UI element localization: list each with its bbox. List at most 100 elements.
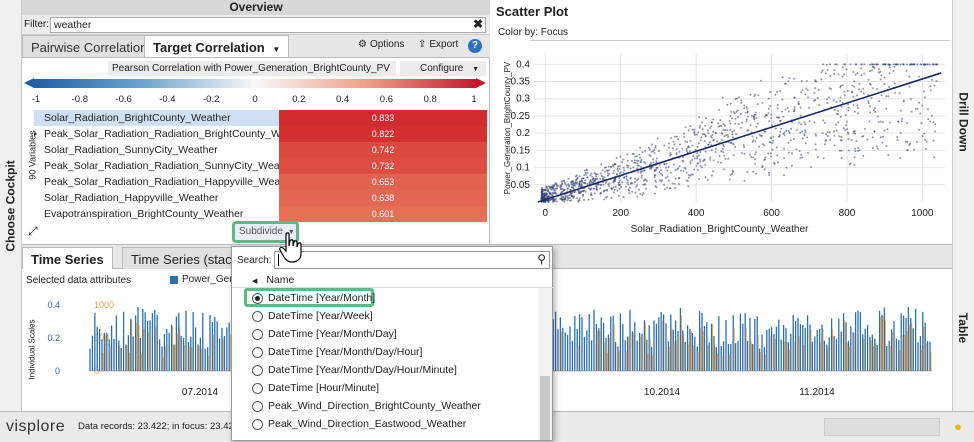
scatter-point <box>689 125 692 128</box>
scatter-point <box>551 198 554 201</box>
scatter-point <box>857 149 860 152</box>
table-row[interactable]: Solar_Radiation_BrightCounty_Weather 0.83… <box>34 110 488 126</box>
expand-row-icon[interactable]: ▸ <box>34 131 38 138</box>
help-icon[interactable]: ? <box>468 39 482 53</box>
scatter-point <box>926 63 929 66</box>
scatter-point <box>556 187 559 190</box>
list-item[interactable]: Peak_Wind_Direction_BrightCounty_Weather <box>252 397 481 415</box>
scatter-point <box>899 156 902 159</box>
scatter-point <box>927 108 930 111</box>
scatter-plot[interactable]: 0 200 400 600 800 1000 0.05 0.1 0.15 0.2 0.25 0.3 0.… <box>490 42 952 242</box>
options-button[interactable]: ⚙ Options <box>358 39 405 50</box>
scatter-point <box>602 183 605 186</box>
scatter-point <box>820 71 823 74</box>
dropdown-scrollbar[interactable] <box>538 288 552 440</box>
scatter-point <box>721 96 724 99</box>
scatter-point <box>687 176 690 179</box>
drill-down-tab[interactable]: Drill Down <box>952 0 974 244</box>
subdivide-button[interactable]: Subdivide ▼ <box>232 221 299 243</box>
scatter-point <box>724 124 727 127</box>
radio-icon[interactable] <box>252 328 263 340</box>
scatter-point <box>897 120 900 123</box>
search-icon[interactable]: ⚲ <box>537 252 546 266</box>
configure-button[interactable]: Configure ▼ <box>400 61 486 76</box>
scatter-point <box>592 179 595 182</box>
scatter-point <box>877 100 880 103</box>
export-icon: ⇪ <box>418 39 427 50</box>
scatter-point <box>770 155 773 158</box>
scatter-point <box>705 117 708 120</box>
scatter-point <box>835 112 838 115</box>
scatter-point <box>693 168 696 171</box>
radio-icon[interactable] <box>252 418 263 430</box>
scatter-point <box>599 172 602 175</box>
radio-icon[interactable] <box>252 364 263 376</box>
list-item[interactable]: DateTime [Year/Month/Day/Hour/Minute] <box>252 361 457 379</box>
choose-cockpit-tab[interactable]: Choose Cockpit <box>0 0 22 411</box>
scatter-point <box>678 176 681 179</box>
scatter-point <box>784 82 787 85</box>
search-input[interactable]: ⚲ <box>274 251 550 269</box>
scatter-point <box>881 135 884 138</box>
scatter-point <box>826 131 829 134</box>
scatter-point <box>610 196 613 199</box>
radio-icon[interactable] <box>252 310 263 322</box>
list-item[interactable]: DateTime [Hour/Minute] <box>252 379 379 397</box>
scatter-point <box>623 169 626 172</box>
scatter-point <box>694 148 697 151</box>
table-row[interactable]: Peak_Solar_Radiation_Radiation_BrightCou… <box>34 126 488 142</box>
scatter-point <box>934 130 937 133</box>
table-row[interactable]: Solar_Radiation_Happyville_Weather 0.638 <box>34 190 488 206</box>
clear-filter-icon[interactable]: ✖ <box>472 17 483 31</box>
scatter-point <box>640 158 643 161</box>
scatter-point <box>791 152 794 155</box>
list-item[interactable]: DateTime [Year/Month/Day] <box>252 325 397 343</box>
scatter-point <box>584 179 587 182</box>
scatter-point <box>587 198 590 201</box>
export-button[interactable]: ⇪ Export <box>418 39 459 50</box>
scatter-point <box>688 150 691 153</box>
scatter-point <box>919 63 922 66</box>
lightbulb-icon[interactable]: ● <box>954 419 962 434</box>
scatter-point <box>655 157 658 160</box>
scatter-point <box>930 78 933 81</box>
tab-pairwise-correlation[interactable]: Pairwise Correlation <box>22 35 157 57</box>
filter-input[interactable]: weather ✖ <box>50 17 486 33</box>
list-item[interactable]: Peak_Wind_Direction_Eastwood_Weather <box>252 415 466 433</box>
scatter-point <box>745 106 748 109</box>
scatter-point <box>618 184 621 187</box>
radio-icon[interactable] <box>252 382 263 394</box>
scrollbar-thumb[interactable] <box>540 376 550 440</box>
list-item[interactable]: DateTime [Year/Month] <box>252 289 375 307</box>
table-tab[interactable]: Table <box>952 244 974 411</box>
y-axis-label: Power_Generation_BrightCounty_PV <box>503 61 512 194</box>
fullscreen-icon[interactable]: ⤢ <box>28 224 38 238</box>
radio-icon[interactable] <box>252 292 263 304</box>
tab-target-correlation[interactable]: Target Correlation ▼ <box>144 35 290 57</box>
scatter-point <box>835 123 838 126</box>
scatter-point <box>648 167 651 170</box>
radio-icon[interactable] <box>252 346 263 358</box>
scatter-point <box>555 200 558 203</box>
scatter-point <box>552 184 555 187</box>
list-item[interactable]: DateTime [Year/Month/Day/Hour] <box>252 343 422 361</box>
scatter-point <box>875 88 878 91</box>
table-row[interactable]: Peak_Solar_Radiation_Radiation_Happyvill… <box>34 174 488 190</box>
scatter-point <box>704 163 707 166</box>
scatter-point <box>746 110 749 113</box>
scatter-point <box>900 120 903 123</box>
tab-time-series[interactable]: Time Series <box>22 247 113 269</box>
table-row[interactable]: Peak_Solar_Radiation_Radiation_SunnyCity… <box>34 158 488 174</box>
scatter-point <box>756 122 759 125</box>
scatter-point <box>634 177 637 180</box>
name-column-header[interactable]: ◀ Name <box>252 274 295 286</box>
scatter-point <box>826 98 829 101</box>
scatter-point <box>621 181 624 184</box>
table-row[interactable]: Evapotranspiration_BrightCounty_Weather 0… <box>34 206 488 222</box>
correlation-select[interactable]: Pearson Correlation with Power_Generatio… <box>108 61 396 88</box>
table-row[interactable]: Solar_Radiation_SunnyCity_Weather 0.742 <box>34 142 488 158</box>
list-item[interactable]: DateTime [Year/Week] <box>252 307 373 325</box>
scatter-point <box>552 188 555 191</box>
radio-icon[interactable] <box>252 400 263 412</box>
scatter-point <box>875 145 878 148</box>
